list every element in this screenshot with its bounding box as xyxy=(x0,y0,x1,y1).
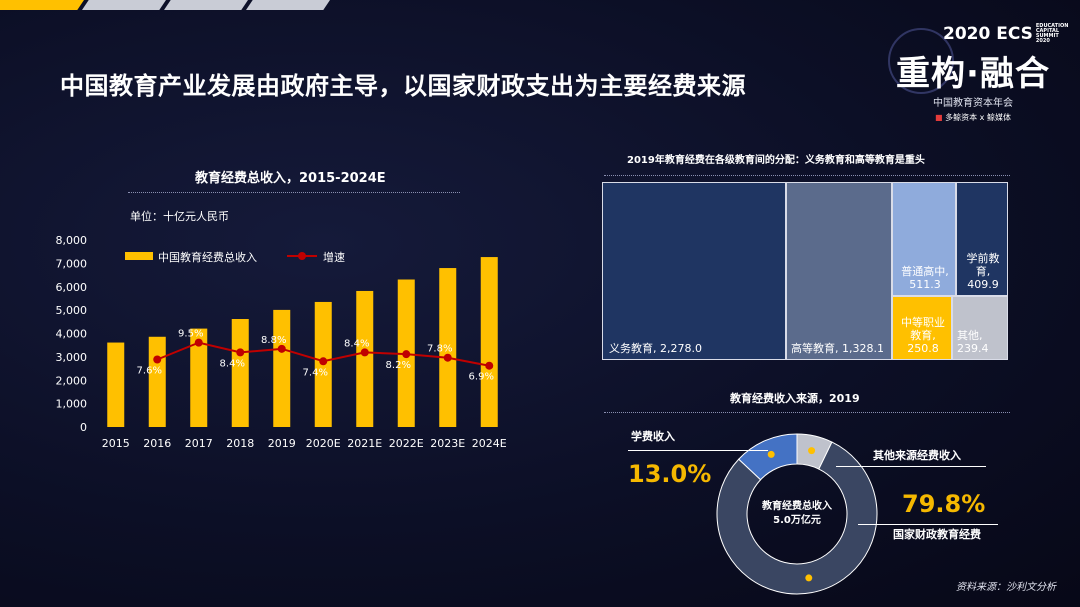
growth-label: 7.4% xyxy=(303,367,328,378)
donut-slice xyxy=(716,441,878,595)
growth-marker xyxy=(236,348,245,357)
growth-label: 8.2% xyxy=(386,360,411,371)
bar xyxy=(273,309,291,427)
progress-segment xyxy=(164,0,248,10)
growth-marker xyxy=(485,361,494,370)
growth-marker xyxy=(277,344,286,353)
treemap-cell-other: 其他, 239.4 xyxy=(952,296,1008,360)
treemap-title: 2019年教育经费在各级教育间的分配：义务教育和高等教育是重头 xyxy=(627,155,925,166)
x-tick-label: 2019 xyxy=(268,437,296,450)
growth-label: 9.5% xyxy=(178,329,203,340)
growth-marker xyxy=(194,338,203,347)
treemap-cell-vocational: 中等职业 教育, 250.8 xyxy=(892,296,952,360)
gov-pct: 79.8% xyxy=(902,490,986,518)
growth-label: 7.8% xyxy=(427,344,452,355)
tuition-pct: 13.0% xyxy=(628,460,712,488)
growth-label: 8.4% xyxy=(220,358,245,369)
progress-segment xyxy=(246,0,330,10)
x-tick-label: 2015 xyxy=(102,437,130,450)
legend-bar-label: 中国教育经费总收入 xyxy=(158,250,257,264)
gov-label: 国家财政教育经费 xyxy=(893,528,981,541)
slice-marker xyxy=(808,447,816,455)
gov-callout-line xyxy=(858,524,998,525)
treemap-cell-compulsory: 义务教育, 2,278.0 xyxy=(602,182,786,360)
growth-marker xyxy=(153,355,162,364)
left-chart-unit: 单位：十亿元人民币 xyxy=(130,210,229,223)
growth-label: 8.8% xyxy=(261,335,286,346)
y-tick-label: 4,000 xyxy=(56,328,88,341)
donut-title: 教育经费收入来源，2019 xyxy=(730,392,860,405)
bar xyxy=(231,319,249,427)
tuition-callout-line xyxy=(628,450,768,451)
donut-divider xyxy=(604,412,1010,413)
y-tick-label: 8,000 xyxy=(56,234,88,247)
treemap-divider xyxy=(604,175,1010,176)
event-partners: ■ 多鲸资本 x 鲸媒体 xyxy=(935,113,1011,122)
event-year-badge: 2020 ECS EDUCATION CAPITAL SUMMIT 2020 xyxy=(943,23,1069,45)
x-tick-label: 2024E xyxy=(472,437,507,450)
slice-marker xyxy=(805,574,813,582)
treemap-cell-higher: 高等教育, 1,328.1 xyxy=(786,182,892,360)
legend-bar-swatch xyxy=(125,252,153,260)
y-tick-label: 0 xyxy=(80,421,87,434)
x-tick-label: 2020E xyxy=(306,437,341,450)
event-subtitle: 中国教育资本年会 xyxy=(933,98,1013,109)
left-chart-title: 教育经费总收入，2015-2024E xyxy=(195,171,386,186)
y-tick-label: 3,000 xyxy=(56,351,88,364)
x-tick-label: 2016 xyxy=(143,437,171,450)
growth-label: 8.4% xyxy=(344,338,369,349)
source-note: 资料来源：沙利文分析 xyxy=(956,582,1056,593)
legend-line-marker xyxy=(298,252,306,260)
page-title: 中国教育产业发展由政府主导，以国家财政支出为主要经费来源 xyxy=(60,72,746,100)
x-tick-label: 2018 xyxy=(226,437,254,450)
x-tick-label: 2017 xyxy=(185,437,213,450)
bar xyxy=(148,336,166,427)
treemap: 义务教育, 2,278.0 高等教育, 1,328.1 普通高中, 511.3 … xyxy=(602,182,1008,360)
progress-segment xyxy=(0,0,84,10)
donut-center-label: 教育经费总收入 5.0万亿元 xyxy=(762,501,832,526)
growth-marker xyxy=(402,350,411,359)
x-tick-label: 2022E xyxy=(389,437,424,450)
slice-marker xyxy=(767,450,775,458)
tuition-label: 学费收入 xyxy=(631,430,675,443)
y-tick-label: 6,000 xyxy=(56,281,88,294)
bar xyxy=(480,257,498,427)
legend-line-label: 增速 xyxy=(323,250,345,264)
progress-segment xyxy=(82,0,166,10)
other-callout-line xyxy=(836,466,986,467)
treemap-cell-preschool: 学前教 育, 409.9 xyxy=(956,182,1008,296)
y-tick-label: 2,000 xyxy=(56,374,88,387)
treemap-cell-high-school: 普通高中, 511.3 xyxy=(892,182,956,296)
bar xyxy=(356,290,374,427)
growth-label: 7.6% xyxy=(137,365,162,376)
x-tick-label: 2023E xyxy=(430,437,465,450)
event-main-title: 重构·融合 xyxy=(896,54,1050,94)
y-tick-label: 5,000 xyxy=(56,304,88,317)
logo-ring-icon xyxy=(888,28,954,94)
growth-marker xyxy=(443,353,452,362)
x-tick-label: 2021E xyxy=(347,437,382,450)
top-progress-bar xyxy=(0,0,340,10)
donut-chart xyxy=(716,433,878,595)
left-chart-divider xyxy=(128,192,460,193)
bar-line-chart: 0 1,000 2,000 3,000 4,000 5,000 6,000 7,000 8,00… xyxy=(56,234,507,450)
event-logo: 2020 ECS EDUCATION CAPITAL SUMMIT 2020 重构… xyxy=(888,18,1068,128)
partner-logo-icon: ■ xyxy=(935,113,946,122)
y-tick-label: 7,000 xyxy=(56,257,88,270)
other-source-label: 其他来源经费收入 xyxy=(873,449,961,462)
growth-marker xyxy=(360,348,369,357)
bar xyxy=(190,328,208,427)
growth-label: 6.9% xyxy=(469,372,494,383)
growth-marker xyxy=(319,357,328,366)
y-tick-label: 1,000 xyxy=(56,398,88,411)
bar xyxy=(439,268,457,427)
bar xyxy=(107,342,125,427)
